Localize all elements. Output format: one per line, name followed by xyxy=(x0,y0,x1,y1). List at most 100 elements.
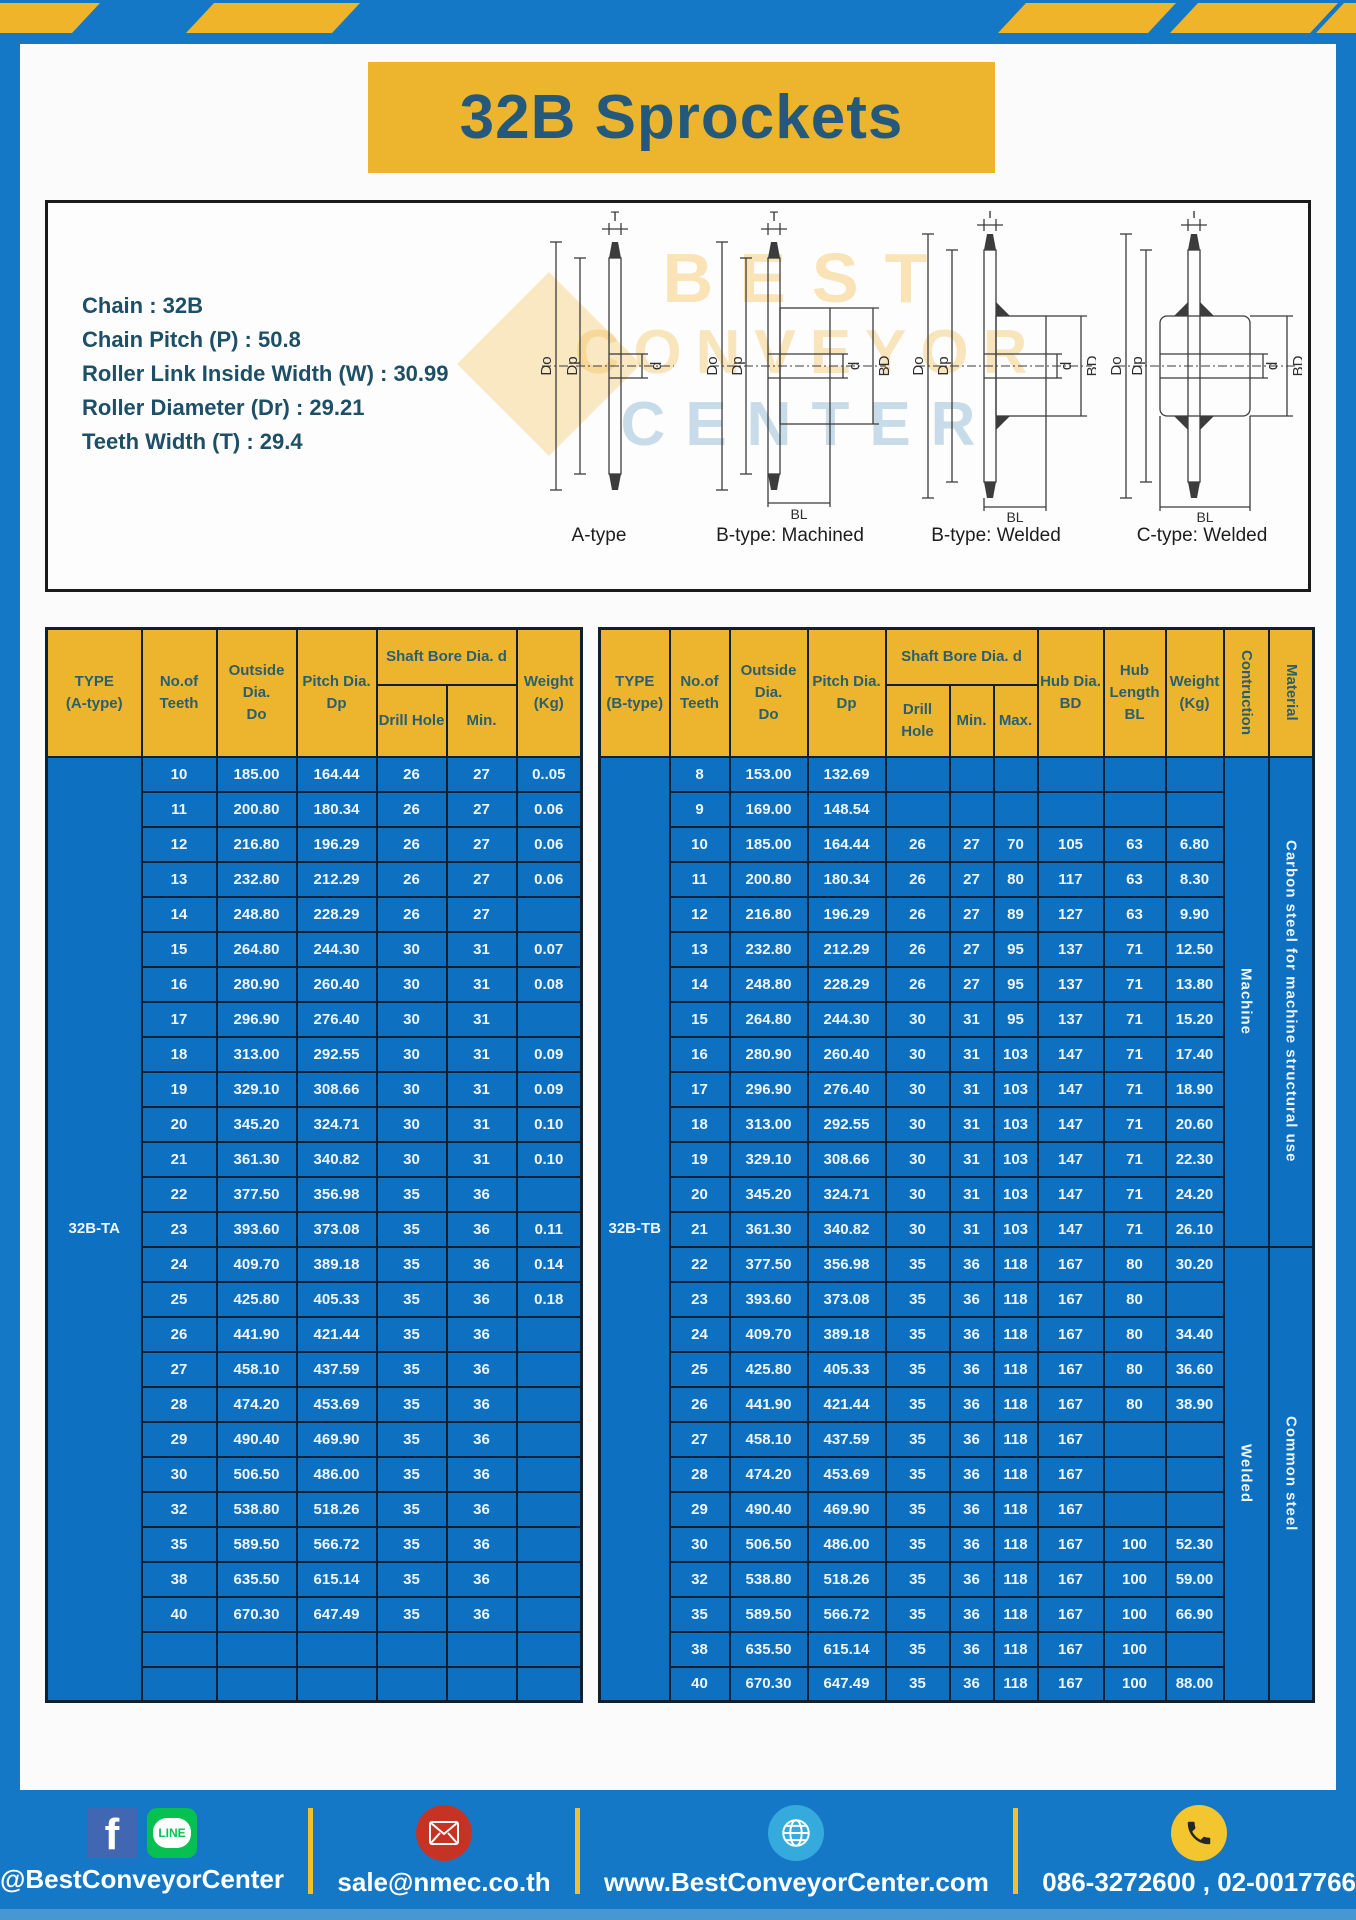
table-cell: 13 xyxy=(140,860,218,898)
table-cell: 35 xyxy=(884,1665,951,1703)
construction-cell: Welded xyxy=(1222,1245,1270,1703)
table-cell: 26 xyxy=(884,825,951,863)
table-cell: 421.44 xyxy=(806,1385,887,1423)
col-header-weight: Weight (Kg) xyxy=(1164,627,1225,758)
diagram-b-type-welded: T Do Dp d BD BL B-type: xyxy=(896,211,1096,547)
table-cell: 6.80 xyxy=(1164,825,1225,863)
col-header-drill-hole: Drill Hole xyxy=(884,683,951,758)
table-cell: 441.90 xyxy=(728,1385,809,1423)
table-row: 21 361.30 340.82 30 31 0.10 xyxy=(47,1140,583,1178)
table-cell: 280.90 xyxy=(728,1035,809,1073)
table-cell: 167 xyxy=(1036,1525,1105,1563)
table-row: 20 345.20 324.71 30 31 0.10 xyxy=(47,1105,583,1143)
table-row: 27 458.10 437.59 35 36 xyxy=(47,1350,583,1388)
dim-label-do: Do xyxy=(910,356,927,375)
col-header-hub-dia: Hub Dia. BD xyxy=(1036,627,1105,758)
table-cell: 52.30 xyxy=(1164,1525,1225,1563)
table-cell: 118 xyxy=(992,1455,1039,1493)
table-cell: 296.90 xyxy=(215,1000,298,1038)
col-header-drill-hole: Drill Hole xyxy=(375,683,448,758)
table-cell xyxy=(1164,1455,1225,1493)
table-cell: 18 xyxy=(140,1035,218,1073)
table-cell: 244.30 xyxy=(295,930,378,968)
spec-line: Roller Link Inside Width (W) : 30.99 xyxy=(82,361,449,386)
table-cell: 36 xyxy=(948,1455,995,1493)
sprocket-section-drawing: T Do Dp d BD BL xyxy=(704,211,890,522)
dim-label-d: d xyxy=(1058,362,1075,370)
line-icon: LINE xyxy=(146,1807,197,1858)
table-cell: 356.98 xyxy=(295,1175,378,1213)
table-cell: 474.20 xyxy=(215,1385,298,1423)
table-cell: 11 xyxy=(668,860,731,898)
table-cell: 35 xyxy=(884,1455,951,1493)
table-cell: 31 xyxy=(948,1070,995,1108)
table-cell: 35 xyxy=(375,1420,448,1458)
website-url: www.BestConveyorCenter.com xyxy=(604,1866,989,1897)
table-cell: 19 xyxy=(668,1140,731,1178)
table-cell: 566.72 xyxy=(295,1525,378,1563)
table-row: 10 185.00 164.44 26 27 70 105 63 6.80 xyxy=(600,825,1314,863)
table-cell: 71 xyxy=(1102,1105,1167,1143)
col-header-outside-dia: Outside Dia. Do xyxy=(215,627,298,758)
table-cell: 538.80 xyxy=(728,1560,809,1598)
table-row: 29 490.40 469.90 35 36 xyxy=(47,1420,583,1458)
table-cell: 36 xyxy=(948,1245,995,1283)
table-cell: 30 xyxy=(375,1035,448,1073)
table-cell: 389.18 xyxy=(806,1315,887,1353)
table-cell xyxy=(375,1665,448,1703)
table-cell: 8 xyxy=(668,755,731,793)
table-cell: 27 xyxy=(948,895,995,933)
table-cell: 71 xyxy=(1102,1000,1167,1038)
table-cell: 36 xyxy=(445,1350,518,1388)
table-cell: 27 xyxy=(668,1420,731,1458)
table-cell: 409.70 xyxy=(728,1315,809,1353)
type-label-cell: 32B-TB xyxy=(598,755,671,1703)
footer-divider xyxy=(574,1808,581,1894)
table-cell: 100 xyxy=(1102,1595,1167,1633)
table-cell: 103 xyxy=(992,1105,1039,1143)
dim-label-bd: BD xyxy=(1290,355,1302,376)
table-cell: 0.06 xyxy=(515,860,583,898)
table-cell: 118 xyxy=(992,1490,1039,1528)
table-cell: 35 xyxy=(375,1595,448,1633)
table-cell: 469.90 xyxy=(806,1490,887,1528)
table-row: 19 329.10 308.66 30 31 103 147 71 22.30 xyxy=(600,1140,1314,1178)
col-header-construction: Contruction xyxy=(1222,627,1270,758)
table-row: 17 296.90 276.40 30 31 103 147 71 18.90 xyxy=(600,1070,1314,1108)
table-cell: 12 xyxy=(668,895,731,933)
table-cell xyxy=(1036,755,1105,793)
table-cell: 36 xyxy=(948,1630,995,1668)
table-cell: 0.08 xyxy=(515,965,583,1003)
table-row: 22 377.50 356.98 35 36 xyxy=(47,1175,583,1213)
table-cell: 103 xyxy=(992,1175,1039,1213)
table-cell: 26 xyxy=(375,895,448,933)
table-cell: 27 xyxy=(445,755,518,793)
table-cell: 80 xyxy=(1102,1385,1167,1423)
table-cell: 421.44 xyxy=(295,1315,378,1353)
table-cell: 0.06 xyxy=(515,790,583,828)
table-row: 40 670.30 647.49 35 36 118 167 100 88.00 xyxy=(600,1665,1314,1703)
table-cell: 147 xyxy=(1036,1105,1105,1143)
table-row: 12 216.80 196.29 26 27 89 127 63 9.90 xyxy=(600,895,1314,933)
table-cell: 80 xyxy=(992,860,1039,898)
table-cell: 26 xyxy=(668,1385,731,1423)
table-cell: 35 xyxy=(375,1315,448,1353)
table-row: 30 506.50 486.00 35 36 118 167 100 52.30 xyxy=(600,1525,1314,1563)
table-cell: 377.50 xyxy=(728,1245,809,1283)
table-cell: 30 xyxy=(375,1105,448,1143)
table-cell: 118 xyxy=(992,1595,1039,1633)
diagram-panel: BEST CONVEYOR CENTER Chain : 32B Chain P… xyxy=(45,200,1311,592)
table-cell xyxy=(295,1665,378,1703)
dim-label-bl: BL xyxy=(1196,509,1213,523)
table-cell: 36 xyxy=(445,1280,518,1318)
table-cell: 100 xyxy=(1102,1665,1167,1703)
table-cell: 167 xyxy=(1036,1630,1105,1668)
table-cell: 248.80 xyxy=(215,895,298,933)
table-cell xyxy=(375,1630,448,1668)
type-label-cell: 32B-TA xyxy=(45,755,143,1703)
table-row: 13 232.80 212.29 26 27 0.06 xyxy=(47,860,583,898)
table-cell: 167 xyxy=(1036,1490,1105,1528)
table-cell: 40 xyxy=(140,1595,218,1633)
table-cell: 103 xyxy=(992,1035,1039,1073)
diagram-caption: A-type xyxy=(571,525,627,546)
